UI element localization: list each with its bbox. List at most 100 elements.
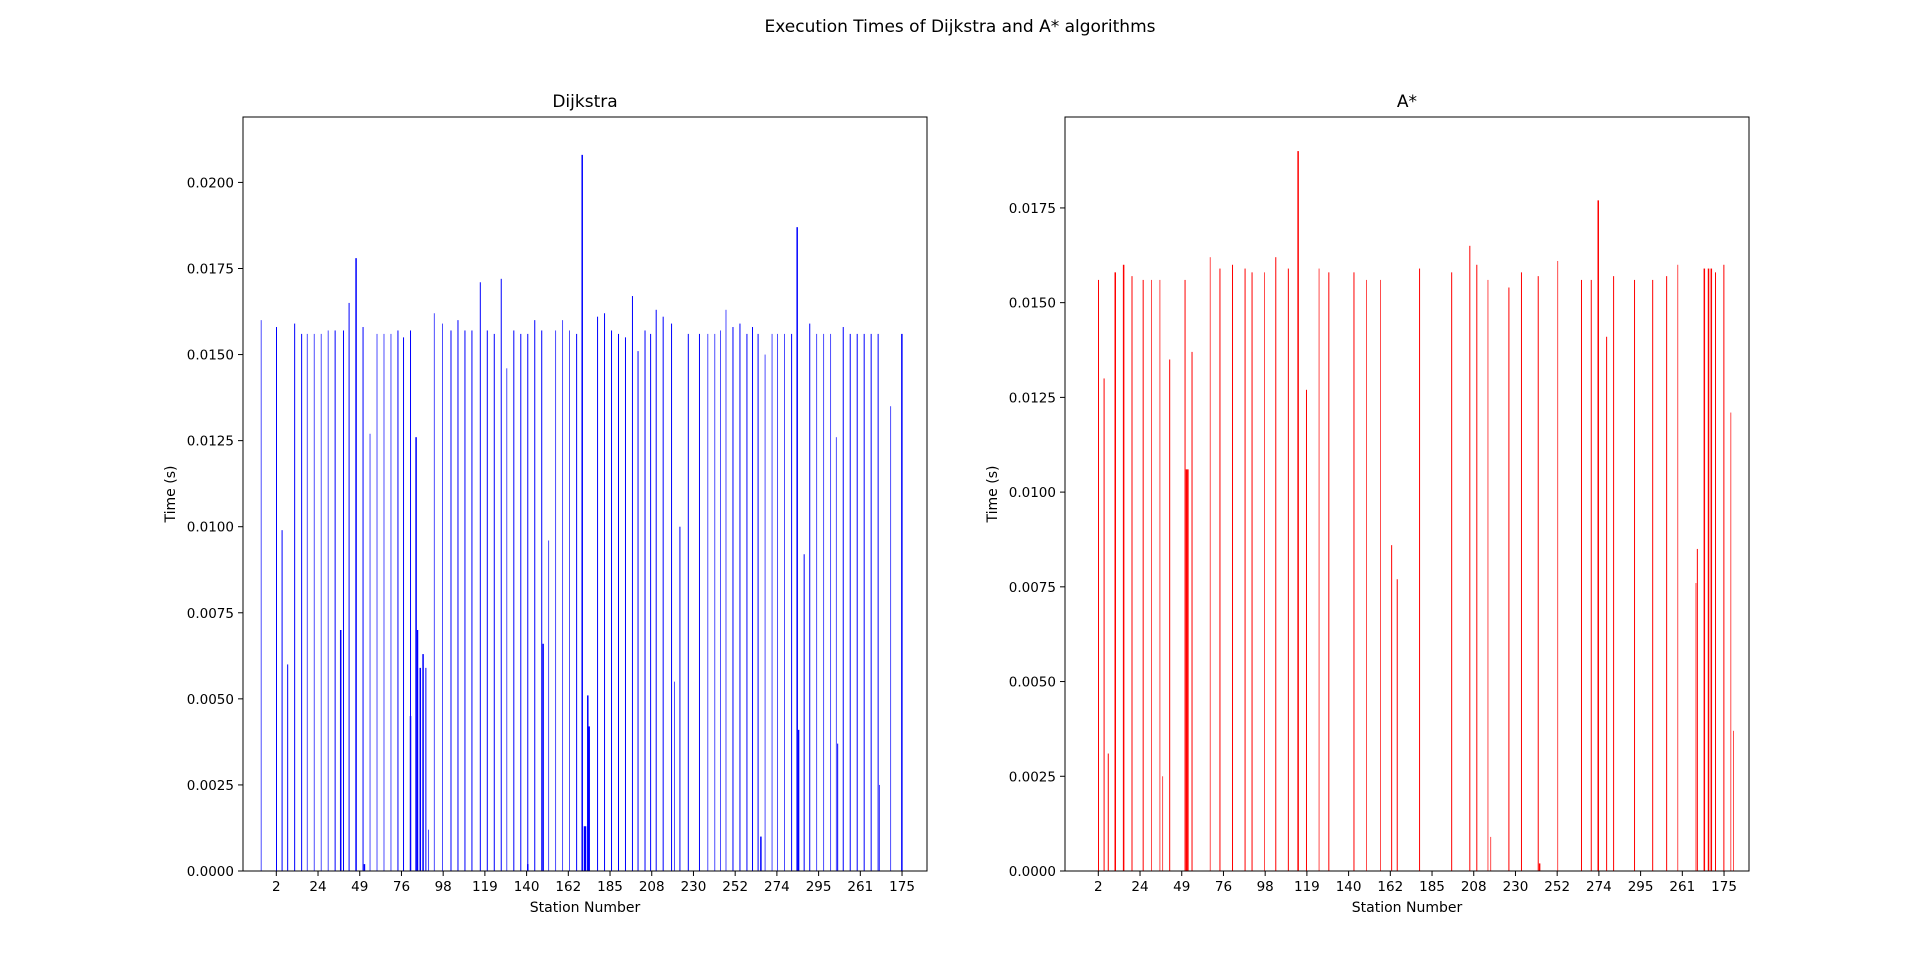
bar <box>1730 412 1732 871</box>
bar <box>506 368 508 871</box>
x-tick-label: 295 <box>806 879 832 895</box>
bar <box>796 227 798 872</box>
x-tick-label: 185 <box>597 879 623 895</box>
bar <box>1184 279 1186 871</box>
bar <box>1162 776 1164 871</box>
bar <box>419 667 422 871</box>
x-tick-label: 230 <box>681 879 707 895</box>
y-axis-label: Time (s) <box>163 466 179 524</box>
bar <box>644 330 646 872</box>
bar <box>569 330 570 872</box>
bar <box>877 333 879 871</box>
bar <box>901 333 903 871</box>
x-tick-label: 119 <box>472 879 498 895</box>
x-tick-label: 2 <box>1094 879 1103 895</box>
bar <box>260 320 262 871</box>
x-tick-label: 98 <box>435 879 452 895</box>
bar <box>1191 351 1193 871</box>
bar <box>425 667 427 871</box>
bar <box>1264 272 1265 872</box>
bar <box>1297 151 1299 872</box>
y-tick-label: 0.0175 <box>187 261 234 277</box>
bar <box>581 154 583 871</box>
bar <box>784 333 785 871</box>
bar <box>422 654 424 871</box>
plot-frame <box>1064 116 1750 872</box>
bar <box>1185 469 1188 871</box>
bar <box>1159 279 1161 871</box>
bar <box>542 643 544 871</box>
x-tick-label: 119 <box>1294 879 1320 895</box>
bar <box>835 437 837 871</box>
bar <box>1209 257 1211 871</box>
x-tick-label: 274 <box>1586 879 1612 895</box>
bar <box>355 258 357 871</box>
bar <box>588 726 590 871</box>
x-tick-label: 295 <box>1628 879 1654 895</box>
bar <box>1366 279 1367 871</box>
bar <box>797 729 800 871</box>
bar <box>1590 279 1592 871</box>
bar <box>1103 378 1105 871</box>
bar <box>433 313 435 871</box>
chart-title: Dijkstra <box>552 92 617 112</box>
x-tick-label: 24 <box>309 879 326 895</box>
bar <box>1396 579 1398 871</box>
bar <box>486 330 488 872</box>
bar <box>1122 264 1125 871</box>
x-tick-label: 162 <box>555 879 581 895</box>
bar <box>837 743 839 871</box>
bar <box>764 354 766 871</box>
bar <box>1696 548 1698 871</box>
y-tick-label: 0.0125 <box>1009 390 1056 406</box>
x-tick-label: 140 <box>514 879 540 895</box>
bar <box>555 330 557 872</box>
bar <box>1580 279 1582 871</box>
bar <box>576 333 578 871</box>
bar <box>1287 268 1289 871</box>
bar <box>450 330 452 872</box>
x-tick-label: 49 <box>351 879 368 895</box>
bar-series <box>1098 151 1734 872</box>
x-tick-label: 230 <box>1503 879 1529 895</box>
bar <box>1487 279 1489 871</box>
bar <box>583 826 587 871</box>
x-tick-label: 208 <box>639 879 665 895</box>
bar <box>1244 268 1246 871</box>
bar <box>1451 272 1453 872</box>
bar <box>725 309 727 871</box>
bar <box>457 320 459 871</box>
bar <box>1652 279 1654 871</box>
bar <box>320 333 322 871</box>
bar <box>1715 272 1716 872</box>
bar <box>464 330 466 872</box>
bar <box>534 320 536 871</box>
bar <box>1490 836 1492 871</box>
bar <box>597 316 599 871</box>
x-tick-label: 98 <box>1257 879 1274 895</box>
bar <box>618 333 619 871</box>
bar <box>757 333 759 871</box>
x-tick-label: 162 <box>1377 879 1403 895</box>
bar <box>1187 469 1189 871</box>
x-tick-label: 252 <box>1544 879 1570 895</box>
bar <box>1353 272 1355 872</box>
bar <box>1251 272 1253 872</box>
bar <box>301 333 303 871</box>
bar <box>1707 268 1710 871</box>
y-tick-label: 0.0125 <box>187 434 234 450</box>
figure-title: Execution Times of Dijkstra and A* algor… <box>764 17 1155 37</box>
bar <box>479 282 481 871</box>
bar <box>362 327 364 871</box>
y-tick-label: 0.0000 <box>187 864 234 880</box>
bar <box>1520 272 1522 872</box>
bar <box>1305 389 1307 871</box>
bar <box>1107 753 1109 871</box>
x-tick-label: 140 <box>1336 879 1362 895</box>
bar <box>1508 287 1510 871</box>
plot-frame <box>242 116 928 872</box>
bar <box>369 433 371 871</box>
bar <box>527 864 529 871</box>
x-tick-label: 24 <box>1131 879 1148 895</box>
bar <box>671 323 673 872</box>
